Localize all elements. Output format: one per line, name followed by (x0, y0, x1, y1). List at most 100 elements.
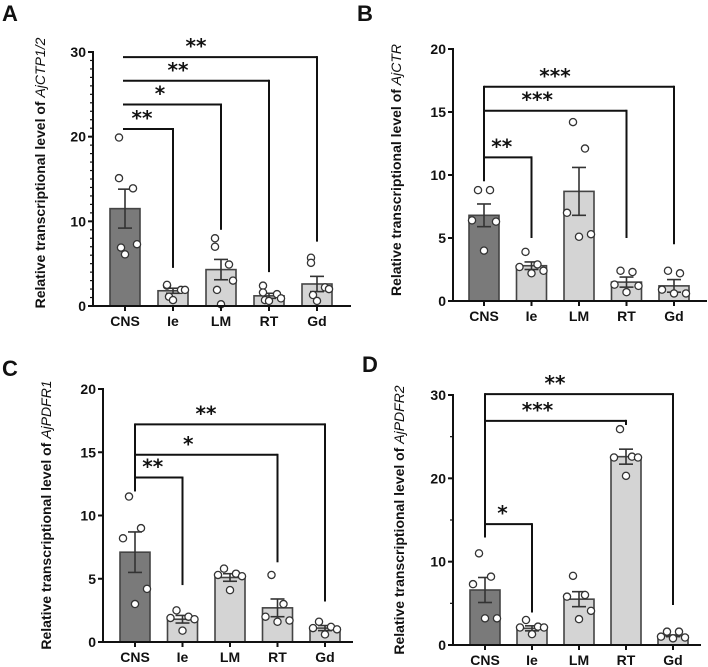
data-point (668, 634, 678, 643)
data-point (628, 267, 637, 277)
data-point (124, 492, 134, 501)
significance-bracket-gd: *** (484, 64, 675, 245)
x-tick-label: RT (268, 649, 287, 665)
data-point (527, 269, 536, 278)
data-point (480, 614, 490, 623)
data-point (674, 627, 684, 636)
data-point (308, 623, 318, 633)
data-point (568, 117, 578, 127)
data-point (515, 623, 525, 632)
error-bar-lm (572, 166, 586, 217)
data-point (219, 564, 229, 573)
y-tick-label: 15 (80, 444, 96, 460)
data-point (586, 229, 596, 239)
x-tick-label: LM (211, 313, 231, 329)
panel-d: D Relative transcriptional level of AjPD… (362, 352, 701, 667)
data-point (224, 260, 234, 269)
significance-label: ** (196, 401, 217, 425)
x-tick-label: LM (569, 308, 589, 324)
data-point (237, 571, 247, 581)
data-point (539, 623, 549, 632)
y-tick-label: 0 (78, 298, 86, 314)
data-point (515, 262, 524, 272)
data-point (276, 294, 286, 303)
y-tick-label: 30 (430, 387, 446, 403)
data-point (574, 232, 584, 241)
data-point (210, 242, 220, 251)
x-tick-label: CNS (110, 313, 140, 329)
error-bar-rt (270, 598, 285, 618)
y-axis-label-prefix: Relative transcriptional level of (32, 98, 48, 309)
x-tick-label: RT (617, 308, 636, 324)
y-tick-label: 30 (70, 44, 86, 60)
data-point (492, 614, 502, 623)
significance-bracket-rt: ** (123, 58, 270, 273)
data-point (162, 280, 172, 290)
panel-c: C Relative transcriptional level of AjPD… (2, 356, 353, 665)
data-point (324, 284, 334, 294)
data-point (491, 217, 501, 226)
data-point (533, 260, 542, 269)
data-point (568, 571, 578, 581)
data-point (118, 534, 128, 543)
data-point (314, 617, 324, 627)
significance-label: * (183, 432, 194, 456)
error-bar-rt (619, 276, 634, 288)
y-axis-label-b: Relative transcriptional level of AjCTR (388, 44, 404, 296)
significance-label: ** (132, 106, 153, 130)
x-tick-label: Gd (315, 649, 334, 665)
y-axis-label-gene: AjCTR (388, 44, 404, 86)
data-point (468, 579, 478, 589)
data-point (622, 287, 631, 297)
data-point (190, 614, 199, 624)
significance-bracket-ie: ** (135, 455, 184, 586)
significance-bracket-gd: ** (123, 34, 318, 242)
significance-bracket-ie: ** (123, 106, 174, 268)
panel-letter-b: B (357, 1, 373, 26)
significance-bracket-rt: * (135, 432, 279, 563)
significance-label: *** (522, 88, 554, 112)
data-point (168, 295, 178, 305)
significance-bracket-rt: *** (484, 88, 628, 238)
y-tick-label: 20 (80, 381, 96, 397)
data-point (485, 185, 495, 195)
y-axis-label-gene: AjPDFR2 (391, 385, 407, 445)
panel-letter-d: D (362, 352, 378, 377)
data-point (261, 612, 270, 621)
data-point (586, 606, 596, 616)
data-point (474, 549, 484, 558)
x-tick-label: Gd (664, 308, 683, 324)
panel-b: B Relative transcriptional level of AjCT… (357, 1, 707, 324)
significance-label: ** (545, 371, 566, 395)
data-point (116, 243, 126, 252)
significance-label: * (497, 501, 508, 525)
data-point (172, 606, 181, 615)
data-point (132, 239, 142, 249)
data-point (114, 133, 124, 142)
data-point (180, 285, 190, 295)
data-point (267, 570, 276, 580)
y-axis-label-a: Relative transcriptional level of AjCTP1… (32, 37, 48, 308)
y-axis-label-gene: AjPDFR1 (38, 380, 54, 439)
y-tick-label: 10 (70, 213, 86, 229)
significance-bracket-ie: * (485, 501, 533, 613)
data-point (521, 247, 530, 257)
data-point (621, 471, 631, 481)
y-axis-label-prefix: Relative transcriptional level of (38, 439, 54, 650)
data-point (258, 281, 268, 290)
significance-label: *** (522, 398, 554, 422)
data-point (142, 584, 152, 594)
data-point (279, 599, 288, 609)
y-tick-label: 0 (438, 637, 446, 653)
y-axis-label-c: Relative transcriptional level of AjPDFR… (38, 380, 54, 649)
data-point (479, 246, 489, 255)
data-point (213, 570, 223, 580)
data-point (562, 208, 572, 218)
x-tick-label: Gd (307, 313, 326, 329)
data-point (681, 289, 691, 298)
x-tick-label: CNS (120, 649, 150, 665)
y-tick-label: 0 (88, 634, 96, 650)
x-tick-label: LM (220, 649, 240, 665)
data-point (521, 615, 531, 625)
